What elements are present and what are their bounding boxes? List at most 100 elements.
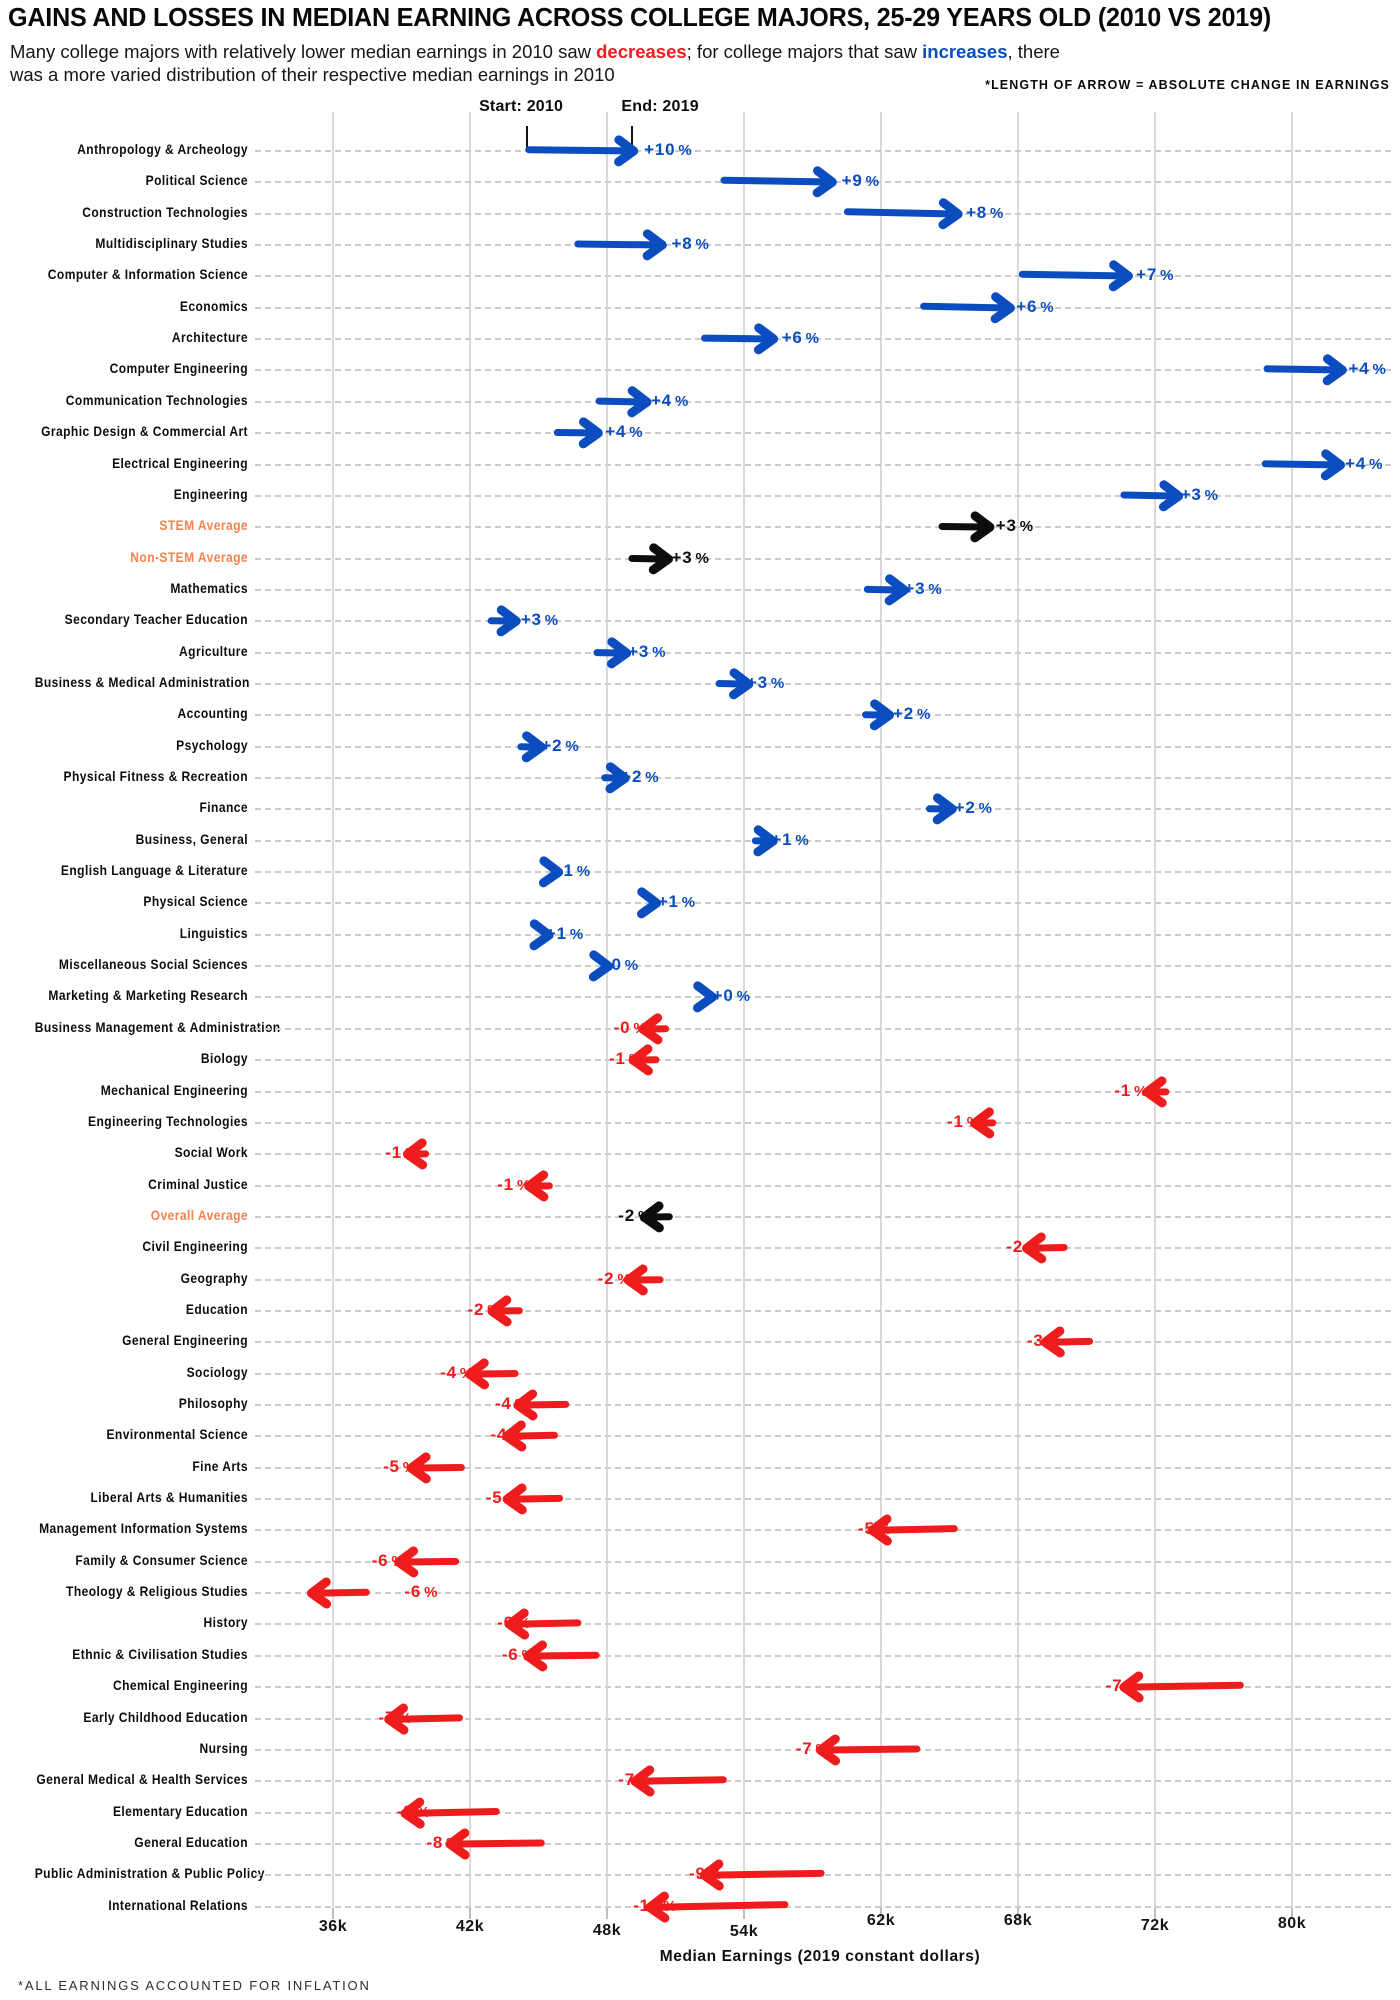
percent-sign: % (681, 894, 696, 912)
change-value: +2 (541, 735, 563, 755)
change-label: +9% (842, 171, 880, 191)
row-dash-line (255, 651, 1395, 654)
change-value: +9 (841, 171, 863, 191)
change-value: +6 (781, 328, 803, 348)
category-label: Construction Technologies (82, 203, 248, 220)
row-dash-line (255, 808, 1395, 811)
change-label: -2% (1006, 1237, 1040, 1257)
row-dash-line (255, 1592, 1395, 1595)
change-label: +0% (601, 955, 639, 975)
row-dash-line (255, 777, 1395, 779)
category-label: Anthropology & Archeology (77, 141, 248, 157)
row-dash-line (255, 244, 1395, 247)
change-label: +3% (1181, 485, 1219, 505)
change-value: -1 (609, 1049, 626, 1069)
category-label: History (203, 1614, 248, 1631)
change-value: +4 (1345, 453, 1367, 473)
percent-sign: % (565, 737, 580, 755)
category-label: Agriculture (179, 642, 248, 659)
gridline (469, 112, 471, 1908)
percent-sign: % (576, 863, 591, 881)
change-value: +1 (771, 829, 793, 849)
row-dash-line (255, 1654, 1395, 1657)
x-tick-label: 68k (1003, 1912, 1033, 1929)
row-dash-line (255, 996, 1395, 999)
percent-sign: % (1040, 298, 1055, 316)
category-label: Accounting (177, 705, 248, 722)
row-dash-line (255, 1811, 1395, 1814)
percent-sign: % (416, 1803, 431, 1821)
percent-sign: % (617, 1270, 632, 1288)
category-label: Civil Engineering (142, 1238, 248, 1255)
category-label: Environmental Science (106, 1426, 248, 1443)
change-label: +3% (521, 610, 559, 630)
change-label: -7% (796, 1739, 830, 1759)
row-dash-line (255, 526, 1395, 529)
change-label: -4% (495, 1394, 529, 1414)
percent-sign: % (1026, 1239, 1041, 1257)
row-dash-line (255, 1309, 1395, 1312)
change-label: +3% (996, 516, 1034, 536)
end-2019-label: End: 2019 (621, 98, 699, 115)
change-value: +7 (1136, 265, 1158, 285)
category-label: Nursing (199, 1739, 248, 1756)
change-value: +3 (520, 610, 542, 630)
change-value: -0 (613, 1017, 631, 1037)
percent-sign: % (424, 1584, 439, 1602)
category-label: Political Science (145, 172, 248, 189)
percent-sign: % (663, 1897, 678, 1915)
change-label: -7% (1106, 1676, 1140, 1696)
category-label: Non-STEM Average (130, 548, 248, 565)
change-value: -4 (440, 1362, 457, 1382)
percent-sign: % (865, 173, 880, 191)
percent-sign: % (510, 1427, 525, 1445)
category-label: Social Work (174, 1144, 248, 1161)
change-label: -6% (404, 1582, 438, 1602)
percent-sign: % (459, 1364, 474, 1382)
category-label: Family & Consumer Science (75, 1551, 248, 1568)
percent-sign: % (695, 236, 710, 254)
change-value: -8 (396, 1801, 414, 1821)
change-value: -1 (497, 1174, 514, 1194)
change-value: +1 (552, 861, 574, 881)
category-label: Fine Arts (192, 1457, 248, 1474)
change-value: -4 (494, 1394, 512, 1413)
percent-sign: % (487, 1301, 502, 1319)
axis-tick-mark (606, 1908, 608, 1919)
change-value: -2 (597, 1268, 615, 1288)
arrow-length-annotation: *LENGTH OF ARROW = ABSOLUTE CHANGE IN EA… (985, 78, 1390, 92)
percent-sign: % (805, 330, 820, 348)
change-value: -8 (426, 1832, 444, 1852)
change-value: +10 (644, 140, 676, 159)
gridline (880, 112, 882, 1908)
change-label: -4% (490, 1425, 524, 1445)
category-label: Biology (200, 1050, 248, 1067)
percent-sign: % (402, 1458, 417, 1476)
change-value: +3 (1180, 484, 1202, 504)
row-dash-line (255, 871, 1395, 874)
row-dash-line (255, 557, 1395, 560)
change-label: -5% (486, 1488, 520, 1508)
percent-sign: % (736, 988, 751, 1006)
percent-sign: % (795, 831, 810, 849)
percent-sign: % (398, 1709, 413, 1727)
percent-sign: % (966, 1113, 981, 1131)
axis-tick-mark (1154, 1908, 1156, 1919)
row-dash-line (255, 714, 1395, 717)
row-dash-line (255, 1278, 1395, 1281)
change-label: -1% (947, 1112, 981, 1132)
gridline (743, 112, 745, 1908)
category-label: Elementary Education (112, 1802, 248, 1819)
x-tick-label: 80k (1277, 1915, 1307, 1932)
change-value: -10 (633, 1895, 661, 1915)
row-dash-line (255, 1372, 1395, 1375)
change-value: -1 (385, 1143, 403, 1163)
category-label: Philosophy (178, 1395, 248, 1411)
row-dash-line (255, 1090, 1395, 1093)
category-label: Mathematics (170, 579, 248, 596)
percent-sign: % (877, 1521, 892, 1539)
category-label: Geography (180, 1269, 248, 1286)
x-tick-label: 62k (866, 1912, 896, 1929)
change-value: -4 (490, 1425, 508, 1445)
change-value: +2 (893, 704, 914, 724)
